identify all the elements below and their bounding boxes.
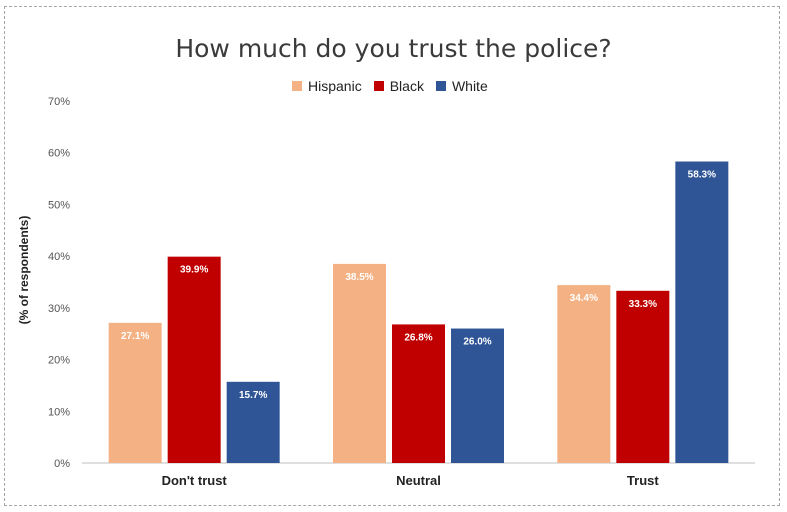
legend-item-black: Black bbox=[373, 78, 424, 94]
bar-white bbox=[675, 161, 729, 463]
legend-swatch-black bbox=[373, 81, 384, 91]
bar-hispanic bbox=[108, 322, 162, 463]
y-tick-label: 30% bbox=[48, 303, 70, 315]
data-label-white: 58.3% bbox=[688, 170, 716, 181]
legend-swatch-hispanic bbox=[292, 81, 302, 91]
data-label-white: 26.0% bbox=[463, 337, 491, 348]
legend-swatch-white bbox=[435, 81, 446, 91]
legend-item-white: White bbox=[435, 78, 488, 94]
y-tick-label: 60% bbox=[48, 148, 70, 160]
legend-label-hispanic: Hispanic bbox=[308, 78, 362, 94]
legend-label-black: Black bbox=[389, 78, 424, 94]
legend-item-hispanic: Hispanic bbox=[292, 78, 362, 94]
y-tick-label: 50% bbox=[48, 199, 70, 211]
bar-white bbox=[451, 328, 504, 463]
y-tick-label: 10% bbox=[48, 406, 70, 418]
chart-legend: Hispanic Black White bbox=[292, 78, 500, 94]
x-category-label: Trust bbox=[627, 473, 659, 488]
x-category-label: Neutral bbox=[396, 473, 441, 488]
x-category-label: Don't trust bbox=[162, 473, 228, 488]
y-tick-label: 40% bbox=[48, 251, 70, 263]
y-tick-label: 20% bbox=[48, 355, 70, 367]
bar-black bbox=[616, 290, 670, 463]
data-label-black: 26.8% bbox=[404, 332, 432, 343]
y-tick-label: 0% bbox=[54, 458, 70, 470]
y-tick-label: 70% bbox=[48, 96, 70, 108]
data-label-black: 39.9% bbox=[180, 265, 208, 276]
data-label-hispanic: 27.1% bbox=[121, 331, 149, 342]
data-label-hispanic: 38.5% bbox=[345, 272, 373, 283]
bar-white bbox=[226, 381, 280, 463]
data-label-hispanic: 34.4% bbox=[570, 293, 598, 304]
bar-black bbox=[167, 256, 221, 463]
chart-title: How much do you trust the police? bbox=[175, 34, 612, 63]
bar-hispanic bbox=[557, 285, 611, 463]
legend-label-white: White bbox=[451, 78, 488, 94]
bar-hispanic bbox=[333, 263, 386, 463]
data-label-white: 15.7% bbox=[239, 390, 267, 401]
bar-black bbox=[392, 324, 445, 463]
data-label-black: 33.3% bbox=[629, 299, 657, 310]
